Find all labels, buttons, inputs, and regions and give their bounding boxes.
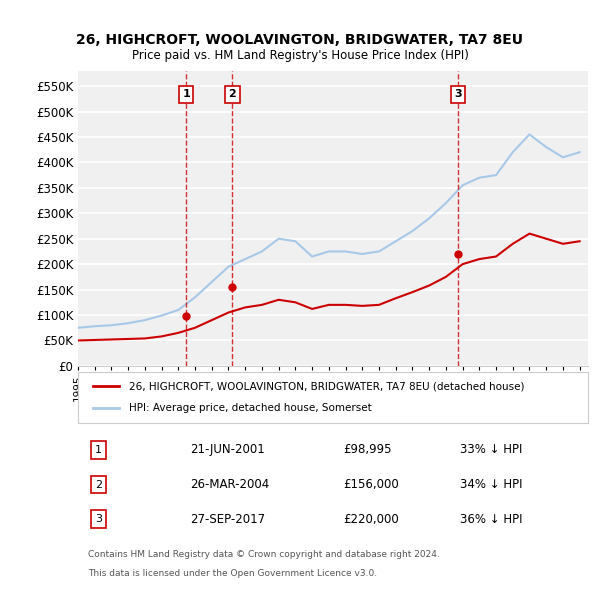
Text: 36% ↓ HPI: 36% ↓ HPI (461, 513, 523, 526)
Text: Contains HM Land Registry data © Crown copyright and database right 2024.: Contains HM Land Registry data © Crown c… (88, 550, 440, 559)
Text: This data is licensed under the Open Government Licence v3.0.: This data is licensed under the Open Gov… (88, 569, 377, 578)
Text: 2: 2 (229, 90, 236, 99)
Text: 26, HIGHCROFT, WOOLAVINGTON, BRIDGWATER, TA7 8EU (detached house): 26, HIGHCROFT, WOOLAVINGTON, BRIDGWATER,… (129, 381, 524, 391)
Text: £220,000: £220,000 (343, 513, 399, 526)
Text: 1: 1 (95, 445, 102, 455)
Text: Price paid vs. HM Land Registry's House Price Index (HPI): Price paid vs. HM Land Registry's House … (131, 49, 469, 62)
Text: 34% ↓ HPI: 34% ↓ HPI (461, 478, 523, 491)
Text: 3: 3 (95, 514, 102, 525)
Text: HPI: Average price, detached house, Somerset: HPI: Average price, detached house, Some… (129, 404, 372, 414)
Text: 33% ↓ HPI: 33% ↓ HPI (461, 443, 523, 456)
Text: £156,000: £156,000 (343, 478, 399, 491)
Text: 21-JUN-2001: 21-JUN-2001 (190, 443, 265, 456)
Text: £98,995: £98,995 (343, 443, 392, 456)
Text: 26, HIGHCROFT, WOOLAVINGTON, BRIDGWATER, TA7 8EU: 26, HIGHCROFT, WOOLAVINGTON, BRIDGWATER,… (77, 33, 523, 47)
Text: 3: 3 (454, 90, 462, 99)
Text: 1: 1 (182, 90, 190, 99)
Text: 27-SEP-2017: 27-SEP-2017 (190, 513, 265, 526)
Text: 2: 2 (95, 480, 102, 490)
Text: 26-MAR-2004: 26-MAR-2004 (190, 478, 269, 491)
